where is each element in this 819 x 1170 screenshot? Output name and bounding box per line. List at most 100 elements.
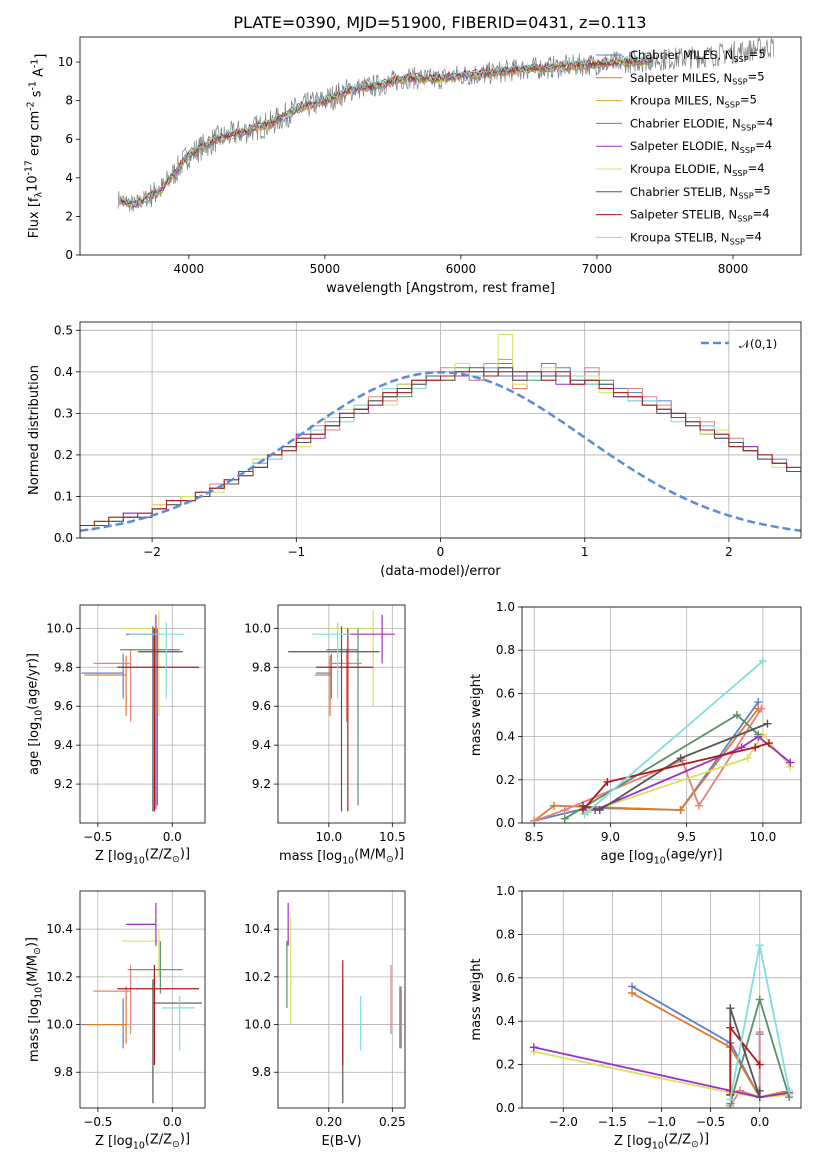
axes-frame	[79, 321, 802, 539]
model-spectrum-line	[120, 55, 652, 207]
x-tick-label: 1	[581, 545, 589, 559]
residual-histogram	[80, 367, 801, 538]
weight-marker	[628, 988, 637, 997]
y-tick-label: 9.2	[252, 777, 271, 791]
x-tick-label: 8000	[718, 262, 749, 276]
y-tick-label: 9.8	[54, 660, 73, 674]
legend-entry: Salpeter MILES, NSSP​=5	[630, 70, 765, 87]
x-tick-label: 0	[437, 545, 445, 559]
axes-frame	[521, 606, 802, 824]
weight-line	[533, 1046, 790, 1099]
y-tick-label: 0.2	[54, 448, 73, 462]
y-tick-label: 2	[65, 209, 73, 223]
plot-area	[288, 610, 395, 812]
y-tick-label: 0.0	[496, 1101, 515, 1115]
weight-marker	[755, 995, 764, 1004]
x-axis-label: E(B-V)	[321, 1134, 361, 1149]
x-tick-label: 0.20	[315, 1115, 342, 1129]
panel-mass_vs_ebv: 0.20 0.25 9.8 10.0 10.2 10.4 E(B-V)	[244, 890, 406, 1149]
gaussian-curve	[80, 371, 801, 532]
y-tick-label: 8	[65, 94, 73, 108]
y-tick-label: 10.0	[244, 621, 271, 635]
weight-marker	[530, 816, 539, 823]
y-tick-label: 1.0	[496, 600, 515, 614]
weight-marker	[751, 743, 760, 752]
weight-marker	[754, 730, 763, 739]
x-tick-label: 4000	[174, 262, 205, 276]
x-axis-label: Z [log10​(Z/Z⊙​)]	[95, 846, 190, 866]
x-tick-label: 10.5	[379, 830, 406, 844]
panel-residuals: −2 −1 0 1 2 0.0 0.1 0.2 0.3 0.4 0.5 (data-model)/er…	[27, 321, 802, 579]
weight-line	[582, 742, 770, 811]
legend-entry: Chabrier STELIB, NSSP​=5	[630, 184, 771, 201]
model-spectrum-line	[120, 59, 652, 210]
legend-entry: Kroupa STELIB, NSSP​=4	[630, 229, 762, 246]
y-tick-label: 9.8	[54, 1065, 73, 1079]
x-axis-label: wavelength [Angstrom, rest frame]	[326, 281, 555, 296]
y-tick-label: 0.1	[54, 489, 73, 503]
x-tick-label: −0.5	[83, 830, 112, 844]
y-tick-label: 0.3	[54, 406, 73, 420]
weight-line	[631, 992, 790, 1099]
y-tick-label: 9.6	[54, 699, 73, 713]
panel-mass_vs_Z: −0.5 0.0 9.8 10.0 10.2 10.4 Z [log10​(Z/Z⊙​)] m…	[24, 890, 206, 1151]
legend-entry: Kroupa ELODIE, NSSP​=4	[630, 161, 765, 178]
weight-marker	[755, 1060, 764, 1069]
x-axis-label: mass [log10​(M/M⊙​)]	[279, 846, 404, 866]
x-tick-label: −1	[287, 545, 305, 559]
y-tick-label: 0.0	[496, 816, 515, 830]
x-axis-label: age [log10​(age/yr)]	[601, 848, 723, 867]
plot-area	[81, 902, 203, 1104]
plot-area	[80, 334, 801, 538]
residual-histogram	[80, 367, 801, 538]
plot-area	[81, 610, 200, 812]
y-tick-label: 10.0	[46, 621, 73, 635]
weight-marker	[529, 1043, 538, 1052]
weight-line	[594, 735, 791, 811]
panel-weight_vs_Z: −2.0 −1.5 −1.0 −0.5 0.0 0.0 0.2 0.4 0.6 0.8 1.0 Z […	[469, 884, 802, 1151]
panel-weight_vs_age: 8.5 9.0 9.5 10.0 0.0 0.2 0.4 0.6 0.8 1.0 age [log1…	[469, 600, 802, 867]
x-tick-label: −1.0	[647, 1115, 676, 1129]
y-axis-label: mass weight	[469, 674, 484, 756]
y-axis-label: Flux [fλ​10-17​ erg cm-2​ s-1​ A-1​]	[24, 54, 49, 239]
legend-entry: Kroupa MILES, NSSP​=5	[630, 92, 757, 109]
x-tick-label: 2	[725, 545, 733, 559]
weight-marker	[595, 806, 604, 815]
x-tick-label: 6000	[446, 262, 477, 276]
residual-histogram	[80, 367, 801, 538]
residual-histogram	[80, 363, 801, 538]
y-tick-label: 10.2	[46, 970, 73, 984]
y-tick-label: 0.4	[496, 1014, 515, 1028]
weight-line	[533, 707, 760, 822]
weight-line	[583, 660, 764, 816]
axes-frame	[79, 890, 206, 1109]
y-tick-label: 1.0	[496, 884, 515, 898]
x-tick-label: −2.0	[549, 1115, 578, 1129]
y-tick-label: 0.4	[54, 365, 73, 379]
y-tick-label: 0.6	[496, 686, 515, 700]
panel-age_vs_Z: −0.5 0.0 9.2 9.4 9.6 9.8 10.0 Z [log10​(Z/Z⊙​)]…	[26, 604, 206, 866]
weight-marker	[757, 704, 766, 713]
x-tick-label: −0.5	[83, 1115, 112, 1129]
x-tick-label: −1.5	[598, 1115, 627, 1129]
axes-frame	[521, 890, 802, 1109]
y-tick-label: 0.8	[496, 927, 515, 941]
weight-line	[533, 1050, 790, 1099]
model-spectrum-line	[120, 57, 652, 207]
weight-marker	[786, 758, 795, 767]
x-tick-label: 10.0	[315, 830, 342, 844]
y-tick-label: 10	[58, 55, 73, 69]
x-tick-label: 0.0	[750, 1115, 769, 1129]
x-axis-label: Z [log10​(Z/Z⊙​)]	[95, 1131, 190, 1151]
y-axis-label: mass weight	[469, 958, 484, 1040]
legend-entry: 𝒩(0,1)	[739, 337, 777, 351]
weight-marker	[726, 1095, 735, 1104]
y-tick-label: 0.6	[496, 971, 515, 985]
axes-frame	[277, 604, 406, 824]
weight-marker	[694, 801, 703, 810]
weight-marker	[726, 1004, 735, 1013]
weight-marker	[755, 1028, 764, 1037]
panel-spectrum: 4000 5000 6000 7000 8000 0 2 4 6 8 10 wavelength [A…	[24, 36, 802, 296]
